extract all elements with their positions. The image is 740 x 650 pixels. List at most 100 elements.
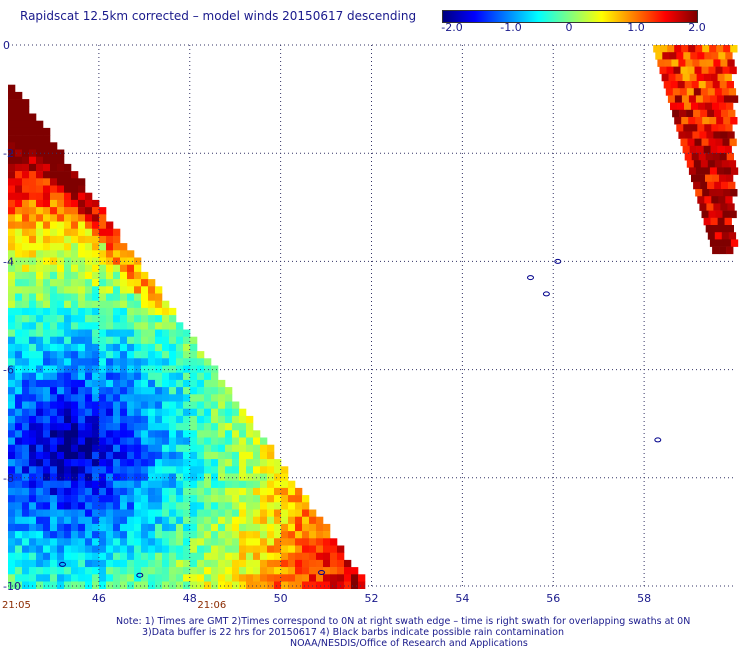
heatmap-cell (8, 250, 16, 258)
heatmap-cell (64, 235, 72, 244)
heatmap-cell (169, 351, 177, 359)
heatmap-cell (253, 552, 261, 561)
heatmap-cell (15, 214, 23, 222)
heatmap-cell (50, 473, 58, 481)
heatmap-cell (260, 473, 268, 481)
heatmap-cell (715, 138, 723, 147)
heatmap-cell (162, 437, 170, 445)
heatmap-cell (92, 329, 100, 337)
heatmap-cell (71, 372, 79, 381)
heatmap-cell (127, 279, 135, 287)
heatmap-cell (92, 257, 100, 265)
heatmap-cell (120, 480, 128, 489)
heatmap-cell (155, 329, 163, 337)
heatmap-cell (700, 88, 709, 96)
heatmap-cell (204, 437, 212, 445)
heatmap-cell (57, 509, 65, 517)
heatmap-cell (134, 509, 142, 517)
heatmap-cell (204, 358, 212, 366)
heatmap-cell (15, 415, 23, 424)
heatmap-cell (8, 408, 16, 417)
heatmap-cell (78, 235, 86, 244)
heatmap-cell (176, 495, 184, 503)
heatmap-cell (85, 509, 93, 517)
heatmap-cell (204, 473, 212, 481)
heatmap-cell (730, 45, 738, 53)
heatmap-cell (162, 509, 170, 517)
heatmap-cell (50, 329, 58, 337)
heatmap-cell (211, 495, 219, 503)
heatmap-cell (127, 307, 135, 316)
heatmap-cell (64, 228, 72, 237)
heatmap-cell (134, 495, 142, 503)
heatmap-cell (183, 559, 191, 568)
heatmap-cell (29, 178, 37, 186)
heatmap-cell (57, 228, 65, 237)
heatmap-cell (36, 135, 44, 143)
heatmap-cell (295, 581, 303, 589)
heatmap-cell (29, 207, 37, 215)
heatmap-cell (15, 559, 23, 568)
heatmap-cell (148, 379, 156, 388)
heatmap-cell (702, 117, 710, 125)
heatmap-cell (183, 387, 191, 395)
heatmap-cell (190, 351, 198, 359)
heatmap-cell (50, 171, 58, 179)
heatmap-cell (36, 221, 44, 229)
heatmap-cell (22, 178, 30, 186)
heatmap-cell (43, 408, 51, 417)
heatmap-cell (15, 437, 23, 445)
heatmap-cell (288, 502, 296, 510)
heatmap-cell (50, 545, 58, 553)
heatmap-cell (190, 516, 198, 525)
heatmap-cell (197, 401, 205, 409)
heatmap-cell (723, 167, 732, 175)
heatmap-cell (8, 552, 16, 561)
heatmap-cell (246, 451, 254, 460)
heatmap-cell (141, 509, 149, 517)
heatmap-cell (716, 117, 724, 125)
heatmap-cell (719, 174, 727, 183)
heatmap-cell (323, 531, 331, 539)
heatmap-cell (134, 408, 142, 417)
heatmap-cell (29, 538, 37, 546)
heatmap-cell (708, 66, 716, 75)
heatmap-cell (330, 552, 338, 561)
heatmap-cell (141, 351, 149, 359)
heatmap-cell (183, 451, 191, 460)
heatmap-cell (71, 250, 79, 258)
heatmap-cell (141, 466, 149, 474)
heatmap-cell (120, 279, 128, 287)
heatmap-cell (718, 52, 726, 60)
heatmap-cell (50, 178, 58, 186)
heatmap-cell (120, 487, 128, 496)
heatmap-cell (78, 178, 86, 186)
heatmap-cell (113, 466, 121, 474)
heatmap-cell (703, 145, 711, 154)
heatmap-cell (113, 473, 121, 481)
heatmap-cell (15, 135, 23, 143)
heatmap-cell (204, 401, 212, 409)
heatmap-cell (260, 523, 268, 532)
heatmap-cell (92, 459, 100, 467)
heatmap-cell (162, 430, 170, 438)
heatmap-cell (106, 343, 114, 352)
heatmap-cell (106, 495, 114, 503)
heatmap-cell (113, 430, 121, 438)
heatmap-cell (78, 545, 86, 553)
heatmap-cell (78, 271, 86, 280)
heatmap-cell (134, 394, 142, 402)
heatmap-cell (141, 315, 149, 323)
heatmap-cell (127, 509, 135, 517)
heatmap-cell (106, 567, 114, 575)
heatmap-cell (120, 300, 128, 309)
heatmap-cell (8, 235, 16, 244)
heatmap-cell (169, 552, 177, 561)
heatmap-cell (92, 228, 100, 237)
heatmap-cell (225, 567, 233, 575)
heatmap-cell (302, 531, 310, 539)
heatmap-cell (15, 430, 23, 438)
heatmap-cell (71, 408, 79, 417)
heatmap-cell (169, 466, 177, 474)
heatmap-cell (29, 279, 37, 287)
